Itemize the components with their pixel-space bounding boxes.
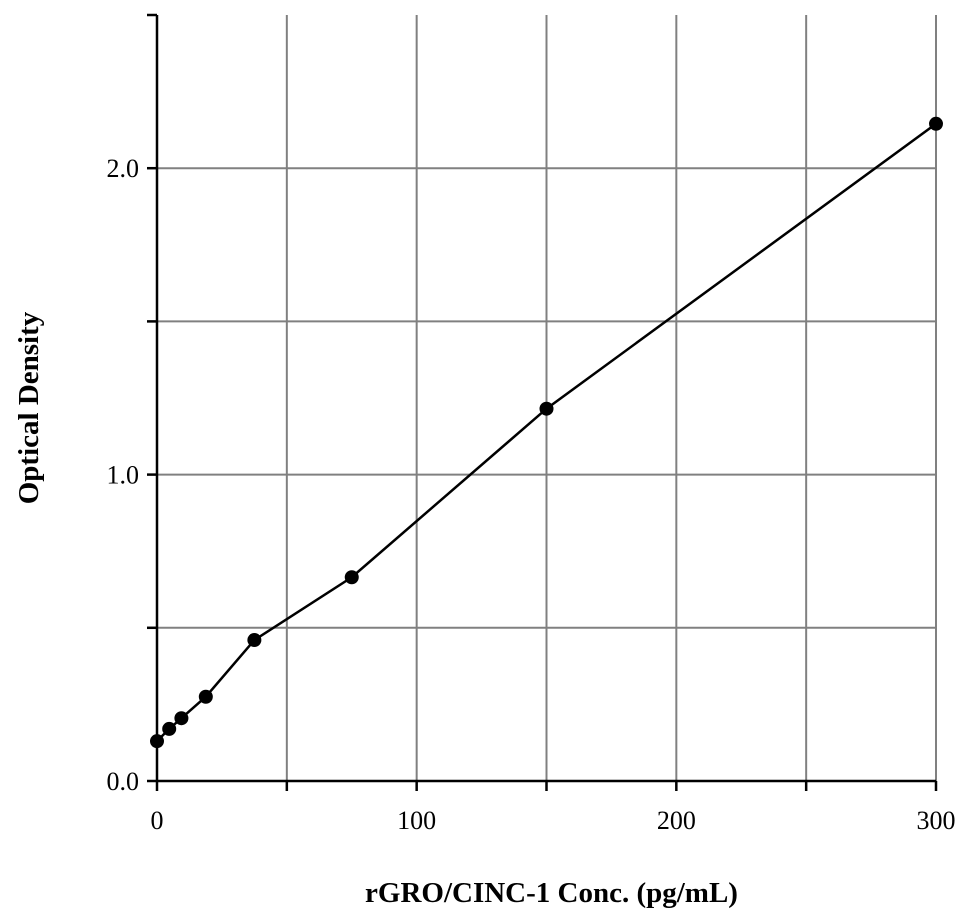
data-point (929, 116, 943, 131)
data-point (198, 689, 213, 704)
x-tick-label: 200 (657, 806, 696, 835)
axes (147, 13, 936, 783)
x-tick-label: 100 (397, 806, 436, 835)
data-point (247, 633, 262, 648)
data-point (174, 711, 189, 726)
data-point (344, 570, 359, 585)
y-axis-ticks: 0.0 1.0 2.0 (107, 154, 157, 796)
y-axis-title: Optical Density (13, 311, 45, 504)
data-point (162, 721, 177, 736)
x-tick-label: 300 (917, 806, 956, 835)
data-point (539, 401, 554, 416)
x-tick-label: 0 (151, 806, 164, 835)
y-tick-label: 0.0 (107, 767, 140, 796)
y-tick-label: 1.0 (107, 461, 140, 490)
data-series (150, 116, 943, 749)
x-axis-title: rGRO/CINC-1 Conc. (pg/mL) (365, 877, 738, 909)
y-tick-label: 2.0 (107, 154, 140, 183)
x-axis-ticks: 0 100 200 300 (151, 781, 956, 835)
data-point (150, 734, 164, 749)
grid-lines (157, 15, 937, 781)
